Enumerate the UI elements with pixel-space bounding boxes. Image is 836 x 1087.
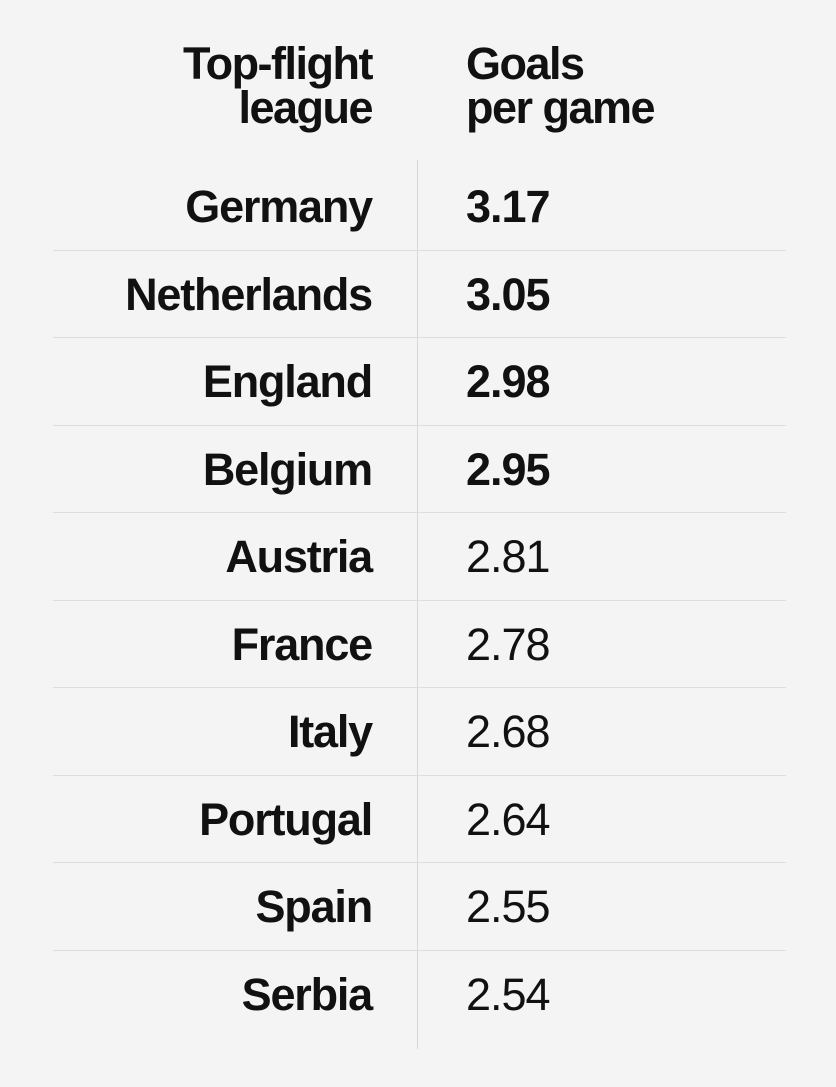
league-country-cell: Portugal bbox=[199, 793, 373, 845]
row-divider bbox=[53, 512, 786, 513]
row-divider bbox=[53, 862, 786, 863]
goals-per-game-cell: 2.98 bbox=[466, 356, 551, 407]
row-divider bbox=[53, 249, 786, 251]
league-country-cell: Germany bbox=[185, 181, 373, 232]
table-row: Belgium 2.95 bbox=[0, 426, 836, 513]
table-row: Austria 2.81 bbox=[0, 513, 836, 601]
table-row: Netherlands 3.05 bbox=[0, 251, 836, 338]
league-country-cell: England bbox=[202, 356, 373, 407]
goals-per-game-cell: 2.55 bbox=[466, 881, 551, 932]
goals-per-game-cell: 2.68 bbox=[466, 706, 551, 757]
league-country-cell: Netherlands bbox=[125, 268, 373, 320]
table-header: Top-flight league Goals per game bbox=[0, 38, 836, 142]
column-divider bbox=[417, 160, 418, 1049]
league-country-cell: Italy bbox=[287, 706, 373, 757]
table-row: Spain 2.55 bbox=[0, 863, 836, 951]
league-country-cell: Serbia bbox=[241, 968, 374, 1020]
goals-per-game-cell: 2.78 bbox=[466, 618, 551, 670]
column-header-goals-line1: Goals bbox=[466, 38, 585, 89]
row-divider bbox=[53, 687, 786, 688]
column-header-league-line2: league bbox=[238, 82, 373, 133]
column-header-goals-line2: per game bbox=[466, 82, 656, 133]
goals-per-game-cell: 2.95 bbox=[466, 443, 551, 495]
table-body: Germany 3.17 Netherlands 3.05 England 2.98 Bel… bbox=[0, 163, 836, 1038]
row-divider bbox=[53, 424, 786, 426]
row-divider bbox=[53, 599, 786, 601]
column-header-league: Top-flight league bbox=[72, 38, 374, 133]
column-header-goals: Goals per game bbox=[466, 38, 786, 133]
table-row: Serbia 2.54 bbox=[0, 951, 836, 1039]
column-header-league-line1: Top-flight bbox=[182, 38, 374, 89]
league-country-cell: France bbox=[231, 618, 374, 670]
league-country-cell: Spain bbox=[255, 881, 373, 932]
table-row: Italy 2.68 bbox=[0, 688, 836, 776]
row-divider bbox=[53, 949, 786, 951]
row-divider bbox=[53, 774, 786, 776]
goals-per-game-cell: 2.54 bbox=[466, 968, 551, 1020]
goals-per-game-cell: 3.05 bbox=[466, 268, 551, 320]
table-row: Germany 3.17 bbox=[0, 163, 836, 251]
row-divider bbox=[53, 337, 786, 338]
table-row: Portugal 2.64 bbox=[0, 776, 836, 863]
table-row: England 2.98 bbox=[0, 338, 836, 426]
goals-per-game-cell: 3.17 bbox=[466, 181, 551, 232]
table-row: France 2.78 bbox=[0, 601, 836, 688]
goals-per-game-cell: 2.64 bbox=[466, 793, 551, 845]
league-country-cell: Austria bbox=[225, 531, 373, 582]
league-country-cell: Belgium bbox=[202, 443, 373, 495]
goals-per-game-cell: 2.81 bbox=[466, 531, 551, 582]
